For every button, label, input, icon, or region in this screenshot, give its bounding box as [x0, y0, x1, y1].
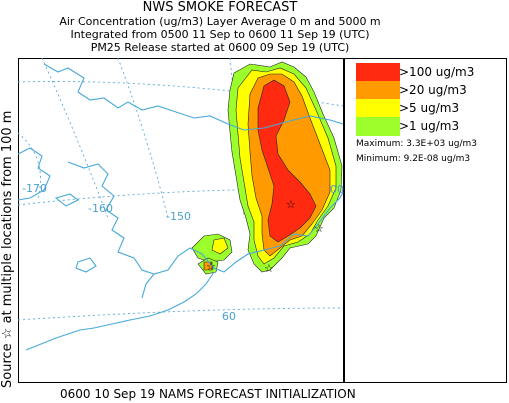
coast-st-lawrence — [54, 193, 80, 207]
coast-bristol-bay — [141, 273, 155, 299]
legend-swatch-5 — [356, 99, 400, 118]
lat-label-60: 60 — [222, 310, 236, 323]
coast-west-alaska — [67, 161, 281, 275]
source-star: ☆ — [286, 198, 296, 211]
subtitle-release: PM25 Release started at 0600 09 Sep 19 (… — [90, 41, 350, 54]
coast-nunivak — [75, 257, 97, 273]
coast-arctic-alaska — [43, 63, 344, 131]
source-markers: ☆ ☆ ☆ ☆ — [206, 198, 324, 275]
lon-line-170 — [17, 132, 41, 199]
coast-chukotka — [17, 147, 51, 201]
legend-item-20: >20 ug/m3 — [356, 81, 506, 100]
lon-line-160 — [41, 57, 109, 219]
maximum-value: Maximum: 3.3E+03 ug/m3 — [356, 139, 478, 149]
source-star: ☆ — [206, 260, 216, 273]
legend-item-1: >1 ug/m3 — [356, 117, 506, 136]
subtitle-integration: Integrated from 0500 11 Sep to 0600 11 S… — [70, 28, 370, 41]
legend-label-20: >20 ug/m3 — [399, 83, 467, 97]
lon-label-150: -150 — [166, 210, 191, 223]
map-title: NWS SMOKE FORECAST — [142, 0, 298, 15]
source-location-label: Source ☆ at multiple locations from 100 … — [0, 110, 15, 388]
subtitle-concentration: Air Concentration (ug/m3) Layer Average … — [59, 15, 381, 28]
smoke-map: ☆ ☆ ☆ ☆ -170 -160 -150 60 00 — [17, 57, 344, 383]
lon-label-170: -170 — [22, 182, 47, 195]
legend-label-5: >5 ug/m3 — [399, 101, 460, 115]
coast-alaska-peninsula — [79, 271, 215, 331]
coast-aleutians — [25, 329, 81, 351]
legend-item-5: >5 ug/m3 — [356, 99, 506, 118]
source-star: ☆ — [314, 222, 324, 235]
coast-gulf-of-alaska — [279, 191, 344, 247]
legend-item-100: >100 ug/m3 — [356, 63, 506, 82]
legend-swatch-100 — [356, 63, 400, 82]
edge-grid-label: 00 — [330, 183, 344, 196]
lat-line-60 — [17, 307, 344, 321]
map-panel: ☆ ☆ ☆ ☆ -170 -160 -150 60 00 — [17, 57, 344, 387]
forecast-initialization: 0600 10 Sep 19 NAMS FORECAST INITIALIZAT… — [60, 387, 356, 401]
lat-line-mid — [17, 188, 344, 206]
lon-label-160: -160 — [88, 202, 113, 215]
legend-label-100: >100 ug/m3 — [399, 65, 475, 79]
source-star: ☆ — [264, 262, 274, 275]
concentration-legend: >100 ug/m3 >20 ug/m3 >5 ug/m3 >1 ug/m3 M… — [344, 58, 507, 383]
legend-label-1: >1 ug/m3 — [399, 119, 460, 133]
legend-swatch-20 — [356, 81, 400, 100]
legend-swatch-1 — [356, 117, 400, 136]
smoke-west-level-5 — [211, 237, 229, 255]
coastlines — [17, 63, 344, 351]
smoke-level-100 — [257, 79, 317, 243]
smoke-plume — [191, 61, 343, 275]
minimum-value: Minimum: 9.2E-08 ug/m3 — [356, 154, 471, 164]
